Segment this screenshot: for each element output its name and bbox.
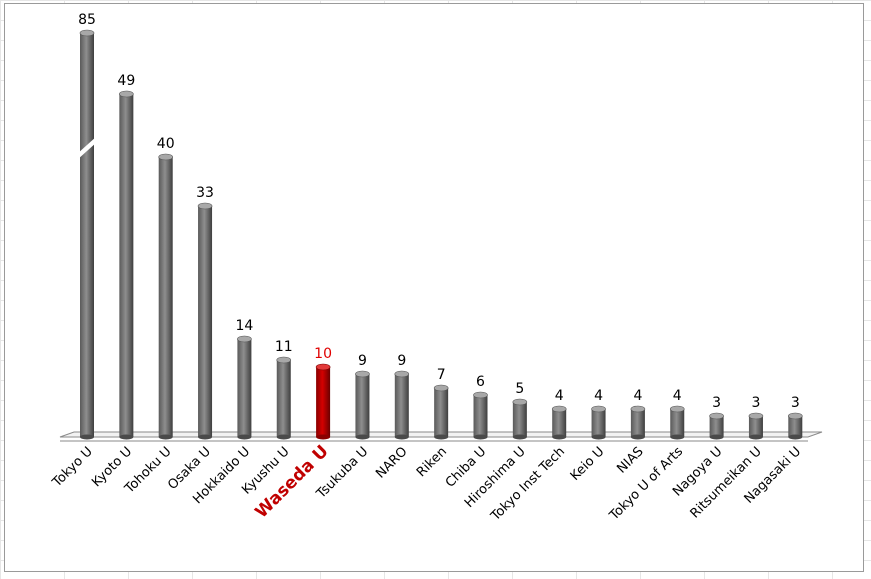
bar-cap	[433, 384, 449, 392]
category-label: NIAS	[614, 444, 646, 476]
bar-base	[630, 434, 645, 440]
value-label: 9	[358, 353, 367, 369]
bar-naro	[394, 374, 409, 437]
value-label: 3	[712, 395, 721, 411]
value-label: 7	[437, 367, 446, 383]
bar-cap	[197, 202, 213, 210]
bar-cap	[591, 405, 606, 413]
value-label: 9	[397, 353, 406, 369]
category-label: NARO	[373, 444, 410, 481]
category-label: Ritsumeikan U	[688, 444, 765, 521]
category-label: Keio U	[568, 444, 608, 484]
value-label: 11	[275, 339, 293, 355]
bar-cap	[276, 356, 292, 364]
value-label: 5	[515, 381, 524, 397]
bar-base	[512, 434, 527, 440]
value-label: 3	[751, 395, 760, 411]
bar-base	[434, 434, 449, 440]
bar-base	[355, 434, 370, 440]
bar-base	[591, 434, 606, 440]
category-label: Tokyo U	[49, 444, 96, 491]
value-label: 4	[633, 388, 642, 404]
bar-cap	[748, 412, 764, 420]
bar-hiroshima-u	[512, 402, 527, 437]
axis-break-mark	[77, 136, 97, 160]
bar-tsukuba-u	[355, 374, 370, 437]
bar-cap	[551, 405, 567, 413]
value-label: 4	[555, 388, 564, 404]
bar-cap	[669, 405, 685, 413]
category-label: Riken	[414, 444, 450, 480]
bar-base	[80, 434, 94, 440]
bar-riken	[434, 388, 449, 437]
bar-cap	[237, 335, 252, 343]
bar-base	[788, 434, 803, 440]
bar-kyushu-u	[276, 360, 291, 437]
bar-base	[237, 434, 252, 440]
bar-base	[276, 434, 291, 440]
bar-nias	[630, 409, 645, 437]
bar-waseda-u	[316, 367, 331, 437]
bar-cap	[158, 153, 173, 161]
value-label: 14	[235, 318, 253, 334]
bar-base	[158, 434, 173, 440]
value-label: 49	[117, 73, 135, 89]
bar-hokkaido-u	[237, 339, 252, 437]
bar-cap	[709, 412, 724, 420]
value-label: 33	[196, 185, 214, 201]
bar-tokyo-u-of-arts	[670, 409, 685, 437]
bar-base	[709, 434, 724, 440]
bar-base	[552, 434, 567, 440]
value-label: 85	[78, 12, 96, 28]
bar-base	[316, 434, 331, 440]
bar-base	[119, 434, 134, 440]
value-label: 4	[673, 388, 682, 404]
bar-cap	[315, 363, 331, 371]
value-label: 10	[314, 346, 332, 362]
bar-cap	[119, 90, 134, 98]
bar-ritsumeikan-u	[748, 416, 763, 437]
bar-cap	[630, 405, 646, 413]
chart-area[interactable]	[4, 3, 864, 572]
bar-tokyo-u	[80, 33, 94, 437]
bar-chiba-u	[473, 395, 488, 437]
bar-tohoku-u	[158, 157, 173, 437]
bar-cap	[512, 398, 528, 406]
bar-cap	[79, 29, 95, 37]
bar-base	[198, 434, 213, 440]
value-label: 40	[157, 136, 175, 152]
bar-cap	[473, 391, 488, 399]
value-label: 6	[476, 374, 485, 390]
bar-kyoto-u	[119, 94, 134, 437]
bar-nagasaki-u	[788, 416, 803, 437]
bar-cap	[787, 412, 803, 420]
bar-base	[394, 434, 409, 440]
value-label: 3	[791, 395, 800, 411]
value-label: 4	[594, 388, 603, 404]
bar-osaka-u	[198, 206, 213, 437]
bar-nagoya-u	[709, 416, 724, 437]
bar-tokyo-inst-tech	[552, 409, 567, 437]
bar-cap	[355, 370, 370, 378]
bar-keio-u	[591, 409, 606, 437]
bar-base	[748, 434, 763, 440]
bar-base	[473, 434, 488, 440]
category-label: Tokyo Inst Tech	[488, 444, 568, 524]
bar-cap	[394, 370, 410, 378]
bar-base	[670, 434, 685, 440]
